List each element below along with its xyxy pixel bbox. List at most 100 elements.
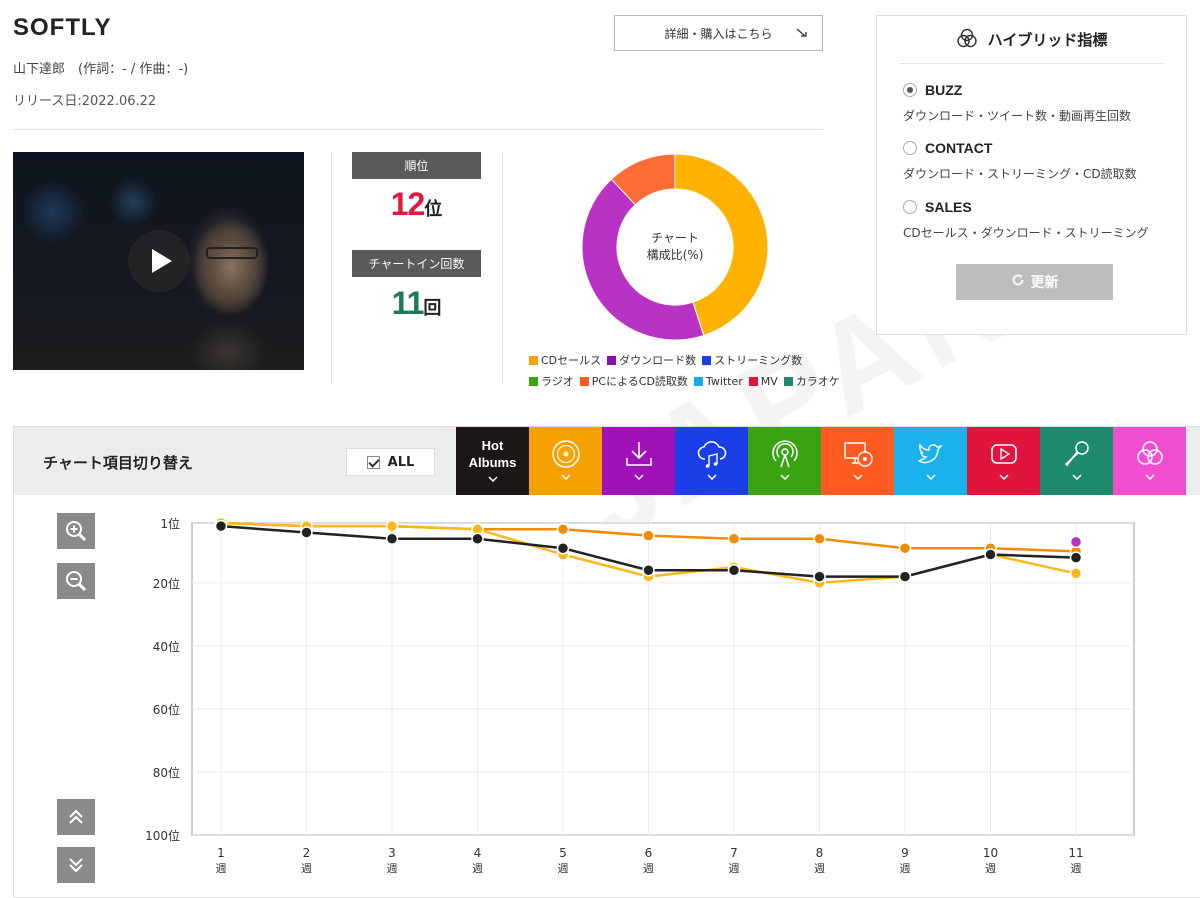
venn-circles-icon [956,28,978,52]
legend-label: Twitter [705,374,743,388]
scroll-up-button[interactable] [57,799,95,835]
tab-streaming[interactable] [675,427,748,495]
chevron-down-icon [487,475,498,485]
chevron-down-icon [998,473,1009,483]
tab-karaoke[interactable] [1040,427,1113,495]
data-point[interactable] [727,532,741,546]
legend-swatch [579,376,589,386]
chart-panel: チャート項目切り替え ALL Hot Albums [13,426,1200,898]
rank-unit: 位 [424,199,443,219]
tab-mv[interactable] [967,427,1040,495]
legend-label: CDセールス [541,354,602,367]
option-desc-contact: ダウンロード・ストリーミング・CD読取数 [903,167,1137,181]
tab-twitter[interactable] [894,427,967,495]
data-point[interactable] [556,541,570,555]
chevron-down-icon [560,473,571,483]
legend-item: MV [748,373,778,389]
refresh-icon [1011,273,1025,291]
data-point[interactable] [642,564,655,577]
data-point[interactable] [385,519,399,533]
tab-cd-sales[interactable] [529,427,602,495]
data-point[interactable] [385,532,399,546]
buy-details-button[interactable]: 詳細・購入はこちら [614,15,823,51]
y-tick-label: 60位 [153,702,180,717]
chevron-down-icon [925,473,936,483]
video-thumbnail-detail [206,247,258,259]
data-point[interactable] [556,523,570,536]
zoom-out-button[interactable] [57,563,95,599]
radio-contact[interactable] [903,141,917,155]
tab-hybrid[interactable] [1113,427,1186,495]
cd-disc-icon [551,440,580,468]
hybrid-option-contact[interactable]: CONTACT ダウンロード・ストリーミング・CD読取数 [903,140,1137,182]
data-point[interactable] [898,541,912,555]
play-button[interactable] [128,230,190,292]
x-tick-label: 7 [730,846,738,860]
x-tick-unit: 週 [558,862,569,875]
column-divider [502,152,503,384]
data-point[interactable] [300,526,313,539]
zoom-in-button[interactable] [57,513,95,549]
all-label: ALL [387,454,415,470]
data-point[interactable] [898,570,912,583]
x-tick-unit: 週 [814,862,825,875]
legend-label: MV [760,374,778,388]
tab-hot-albums[interactable]: Hot Albums [456,427,529,495]
data-point[interactable] [727,564,741,577]
data-point[interactable] [471,532,484,546]
donut-slice [581,178,705,341]
x-tick-unit: 週 [900,862,911,875]
data-point[interactable] [984,548,997,561]
zoom-in-icon [66,521,87,542]
double-chevron-down-icon [69,858,83,873]
music-video-player[interactable] [13,152,304,370]
legend-item: ストリーミング数 [702,352,802,368]
hybrid-option-buzz[interactable]: BUZZ ダウンロード・ツイート数・動画再生回数 [903,82,1131,124]
hot-albums-line1: Hot [481,438,504,453]
tab-radio[interactable] [748,427,821,495]
x-tick-unit: 週 [1071,862,1082,875]
radio-buzz[interactable] [903,83,917,97]
legend-swatch [529,376,538,386]
rank-value: 12位 [352,186,481,223]
data-point[interactable] [642,529,655,542]
all-toggle[interactable]: ALL [346,448,435,476]
legend-item: CDセールス [529,352,601,368]
hot-albums-line2: Albums [468,455,517,470]
buy-button-label: 詳細・購入はこちら [664,26,773,41]
y-tick-label: 80位 [153,765,180,780]
chevron-down-icon [779,473,790,483]
data-point[interactable] [1069,551,1083,564]
composition-donut-chart [580,152,770,342]
x-tick-unit: 週 [472,862,483,875]
scroll-down-button[interactable] [57,847,95,883]
update-button-label: 更新 [1030,275,1059,291]
hybrid-index-panel: ハイブリッド指標 BUZZ ダウンロード・ツイート数・動画再生回数 CONTAC… [876,15,1187,335]
radio-sales[interactable] [903,200,917,214]
legend-row: CDセールス ダウンロード数 ストリーミング数 [529,352,849,368]
radio-antenna-icon [771,440,798,468]
legend-item: PCによるCD読取数 [579,373,688,389]
twitter-bird-icon [917,443,943,464]
legend-label: ストリーミング数 [714,354,803,367]
data-point[interactable] [1069,535,1083,549]
donut-slice [610,153,676,206]
play-icon [152,249,172,273]
legend-label: PCによるCD読取数 [591,375,688,388]
tab-download[interactable] [602,427,675,495]
data-point[interactable] [813,532,826,546]
x-tick-label: 11 [1068,846,1083,860]
donut-center-label: チャート 構成比(%) [580,230,770,264]
chevron-down-icon [1144,473,1155,483]
legend-swatch [607,355,617,365]
data-point[interactable] [813,570,826,583]
x-tick-label: 3 [388,846,396,860]
update-button[interactable]: 更新 [956,264,1113,300]
all-checkbox[interactable] [366,455,380,469]
legend-item: カラオケ [783,373,840,389]
chevron-down-icon [633,473,644,483]
tab-pc-cd-read[interactable] [821,427,894,495]
data-point[interactable] [1069,567,1083,580]
hybrid-option-sales[interactable]: SALES CDセールス・ダウンロード・ストリーミング [903,199,1149,241]
data-point[interactable] [214,519,228,533]
